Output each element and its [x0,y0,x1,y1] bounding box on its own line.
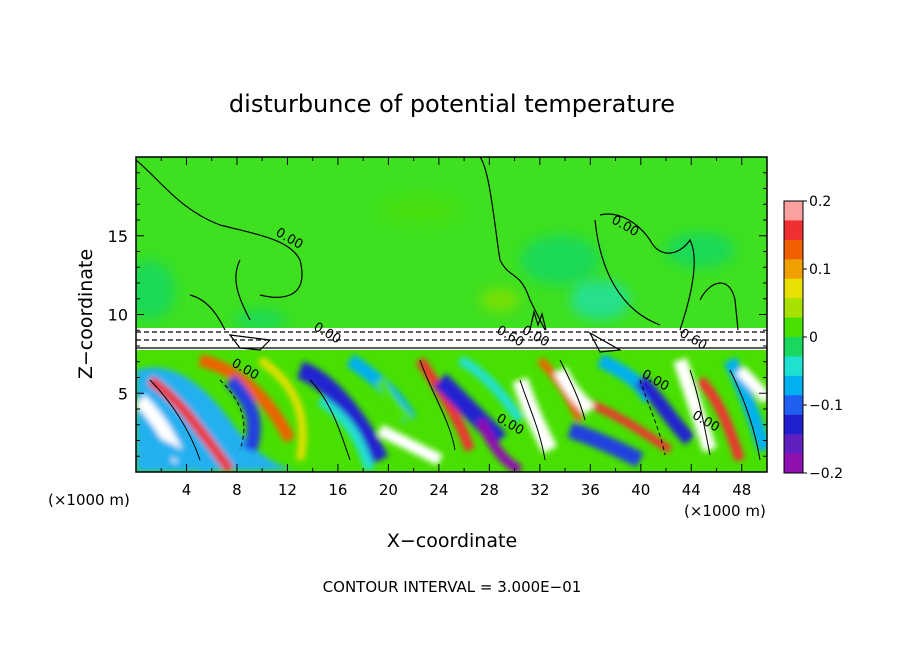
y-axis-label: Z−coordinate [75,249,97,379]
x-tick-label: 24 [429,481,448,499]
colorbar: 0.2 0.1 0 −0.1 −0.2 [783,194,843,482]
colorbar-swatch [784,337,803,357]
colorbar-swatch [784,201,803,221]
contour-lines [136,157,767,353]
upper-field [136,157,767,332]
colorbar-swatch [784,298,803,319]
x-tick-label: 12 [278,481,297,499]
contour-lines-lower [149,359,761,461]
contour-interval-note: CONTOUR INTERVAL = 3.000E−01 [323,578,582,596]
chart-title: disturbunce of potential temperature [229,90,675,118]
x-tick-label: 20 [379,481,398,499]
colorbar-swatch [784,220,803,241]
x-axis: 4 8 12 16 20 24 28 32 36 40 44 48 [160,157,751,499]
colorbar-tick-label: 0.2 [809,194,831,210]
x-tick-label: 8 [232,481,242,499]
colorbar-swatch [784,317,803,338]
colorbar-swatch [784,239,803,260]
y-tick-label: 5 [118,384,128,403]
x-tick-label: 32 [530,481,549,499]
colorbar-swatch [784,395,803,416]
x-tick-label: 40 [631,481,650,499]
y-axis: 5 10 15 [108,172,767,457]
colorbar-tick-label: −0.2 [809,466,843,482]
x-tick-label: 48 [732,481,751,499]
lower-field-turbulence [136,353,767,472]
x-tick-label: 36 [581,481,600,499]
colorbar-swatch [784,278,803,299]
x-tick-label: 4 [182,481,192,499]
colorbar-tick-label: −0.1 [809,398,843,414]
x-unit-right: (×1000 m) [684,502,766,520]
x-tick-label: 28 [480,481,499,499]
y-tick-label: 15 [108,227,128,246]
colorbar-swatch [784,434,803,455]
x-unit-left: (×1000 m) [48,491,130,509]
plot-area [136,157,767,472]
colorbar-swatch [784,453,803,474]
y-tick-label: 10 [108,306,128,325]
x-tick-label: 16 [328,481,347,499]
colorbar-tick-label: 0.1 [809,262,831,278]
colorbar-swatch [784,375,803,396]
colorbar-swatch [784,259,803,280]
colorbar-swatch [784,356,803,377]
upper-field-variations [136,195,735,330]
colorbar-swatch [784,414,803,435]
colorbar-tick-label: 0 [809,330,818,346]
x-axis-label: X−coordinate [387,530,517,552]
x-tick-label: 44 [682,481,701,499]
